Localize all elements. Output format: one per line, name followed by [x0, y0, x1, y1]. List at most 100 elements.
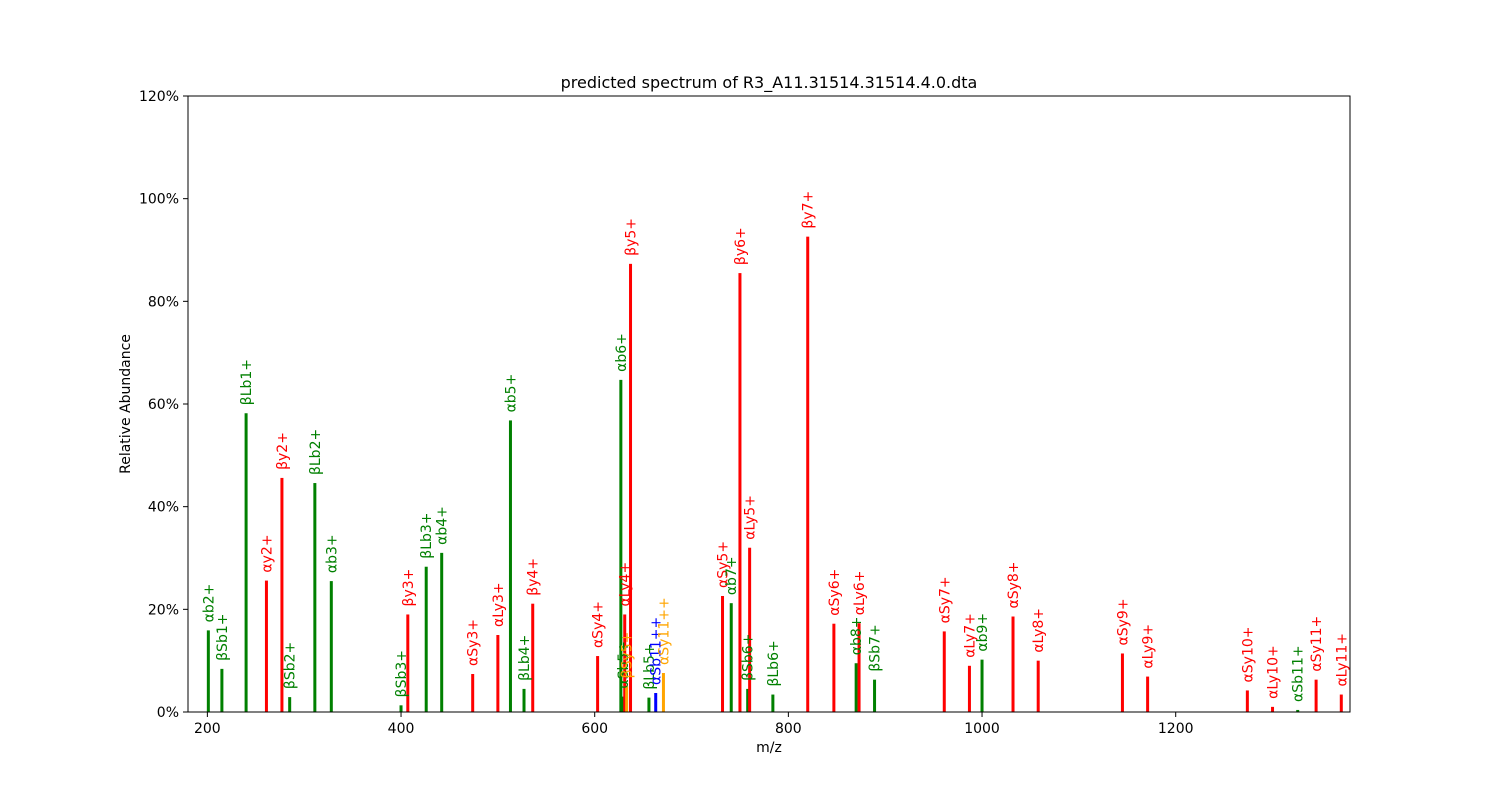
peak-label: βSb7+ [868, 624, 884, 671]
peak-bar [746, 688, 750, 712]
peak-label: αSy11++ [656, 597, 672, 665]
peak-label: αb6+ [614, 333, 630, 372]
peak-bar [942, 631, 946, 712]
peak-label: αLy8+ [1031, 608, 1047, 653]
peak-label: αSy3+ [466, 619, 482, 666]
peak-label: αLy3+ [491, 582, 507, 627]
peak-bar [508, 420, 512, 712]
peak-bar [496, 635, 500, 712]
peak-bar [1011, 616, 1015, 712]
peak-label: αLy4+ [618, 562, 634, 607]
x-tick-label: 1200 [1158, 721, 1194, 737]
peak-bar [771, 694, 775, 712]
x-axis-label: m/z [756, 740, 782, 756]
peak-label: βy2+ [275, 432, 291, 470]
peak-bar [1120, 653, 1124, 712]
peak-bar [661, 672, 665, 712]
peak-bar [967, 665, 971, 712]
peak-bar [806, 236, 810, 712]
y-tick-label: 80% [148, 294, 179, 310]
peak-bar [288, 697, 292, 712]
peak-bar [647, 697, 651, 712]
peak-bar [1314, 679, 1318, 712]
peak-label: βSb1+ [215, 614, 231, 661]
y-axis-label: Relative Abundance [118, 334, 134, 474]
peak-bar [873, 679, 877, 712]
x-tick-label: 1000 [964, 721, 1000, 737]
peak-label: αSy11+ [1309, 616, 1325, 672]
peak-bar [522, 688, 526, 712]
peak-label: βy4+ [526, 558, 542, 596]
peak-label: αSy10+ [1240, 626, 1256, 682]
y-axis: 0% 20% 40% 60% 80% 100% 120% [139, 89, 188, 721]
peak-label: αLy5+ [743, 495, 759, 540]
peak-label: αb5+ [503, 374, 519, 413]
peak-bar [729, 603, 733, 712]
peak-bar [629, 263, 633, 712]
peak-bar [399, 705, 403, 712]
peak-label: βSy5+ [620, 632, 636, 679]
peak-label: βLb1+ [239, 359, 255, 405]
peak-label: βy7+ [801, 191, 817, 229]
peak-bar [531, 603, 535, 712]
peak-bar [220, 668, 224, 712]
peak-bar [1296, 709, 1300, 712]
peak-label: βSb3+ [394, 650, 410, 697]
peak-bar [596, 656, 600, 712]
peak-bar [721, 595, 725, 712]
peak-bar [857, 623, 861, 712]
peak-bar [654, 693, 658, 712]
peak-label: βy5+ [624, 218, 640, 256]
peak-bar [1245, 690, 1249, 712]
peak-label: αLy7+ [962, 613, 978, 658]
peak-bar [748, 547, 752, 712]
peak-label: βLb2+ [308, 429, 324, 475]
peak-bar [1339, 694, 1343, 712]
peak-bar [471, 674, 475, 712]
peak-label: βy6+ [733, 227, 749, 265]
chart-title: predicted spectrum of R3_A11.31514.31514… [561, 73, 978, 93]
x-axis: 200 400 600 800 1000 1200 [194, 712, 1194, 737]
peak-label: βy3+ [401, 569, 417, 607]
peak-bar [854, 663, 858, 712]
peak-label: αLy11+ [1334, 633, 1350, 687]
peak-bar [280, 477, 284, 712]
x-tick-label: 800 [775, 721, 802, 737]
peak-label: αLy6+ [852, 571, 868, 616]
x-tick-label: 400 [388, 721, 415, 737]
peak-bar [440, 552, 444, 712]
peak-bar [619, 379, 623, 712]
peak-label: αy2+ [259, 534, 275, 572]
peak-bar [625, 686, 629, 712]
peak-label: αSy8+ [1006, 561, 1022, 608]
peak-label: βSb6+ [741, 634, 757, 681]
y-tick-label: 0% [157, 705, 179, 721]
peak-bar [244, 413, 248, 712]
peak-label: αSy7+ [937, 576, 953, 623]
y-tick-label: 120% [139, 89, 179, 105]
peak-label: αb3+ [324, 534, 340, 573]
peak-label: αb7+ [724, 556, 740, 595]
peak-labels-layer: αb2+βSb1+ βLb1+ αy2+ βy2+ βSb2+ βLb2+ αb3+ βSb3… [201, 191, 1350, 702]
x-tick-label: 600 [581, 721, 608, 737]
peak-bar [313, 483, 317, 712]
peak-bar [832, 623, 836, 712]
x-tick-label: 200 [194, 721, 221, 737]
peak-label: αSb11+ [1291, 645, 1307, 702]
peak-label: βSb2+ [283, 642, 299, 689]
peaks-layer [206, 236, 1343, 712]
peak-bar [206, 630, 210, 712]
peak-bar [621, 696, 625, 712]
peak-label: αb8+ [849, 616, 865, 655]
peak-bar [623, 614, 627, 712]
peak-bar [406, 614, 410, 712]
peak-label: βLb4+ [517, 635, 533, 681]
peak-label: βLb6+ [766, 640, 782, 686]
peak-label: αSy4+ [591, 601, 607, 648]
peak-label: αSb11++ [649, 617, 665, 685]
peak-label: βLb5+ [642, 643, 658, 689]
peak-label: αLy9+ [1141, 624, 1157, 669]
peak-bar [264, 580, 268, 712]
y-tick-label: 40% [148, 500, 179, 516]
